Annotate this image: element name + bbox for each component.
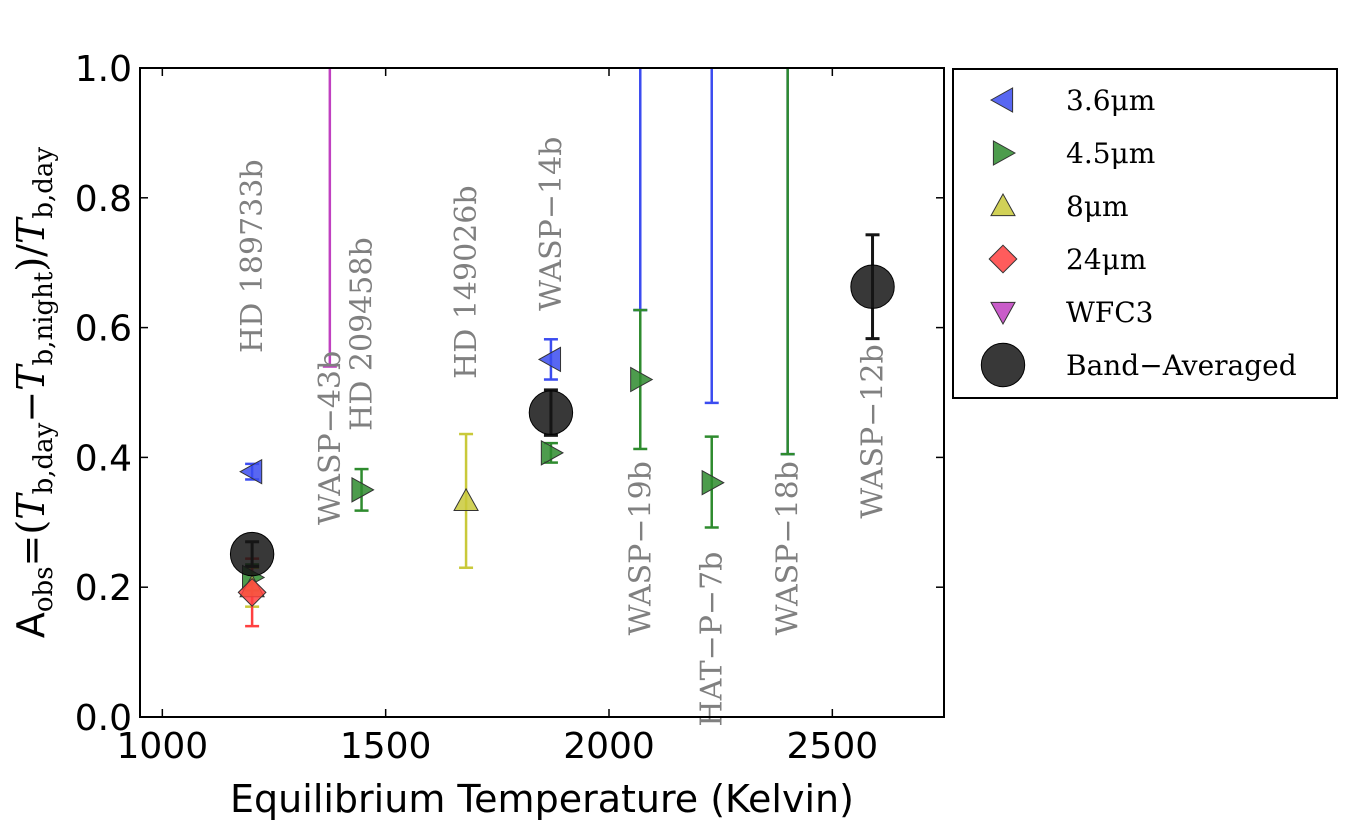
planet-label: WASP−19b	[623, 461, 658, 635]
data-point	[778, 43, 800, 67]
y-tick-label: 0.6	[75, 309, 132, 350]
y-axis-label: Aobs=(Tb,day−Tb,night)/Tb,day	[9, 147, 59, 638]
planet-label: HD 189733b	[235, 159, 270, 352]
data-point	[700, 43, 722, 67]
data-point	[528, 390, 574, 435]
legend-marker	[989, 87, 1014, 113]
data-point	[850, 264, 895, 309]
planet-label: WASP−43b	[313, 351, 348, 525]
legend-marker	[988, 244, 1018, 274]
data-point	[453, 487, 479, 511]
legend-marker	[980, 342, 1026, 388]
x-axis-label: Equilibrium Temperature (Kelvin)	[230, 777, 854, 821]
axis-ticks: 1000 1500 2000 2500 0.0 0.2 0.4 0.6 0.8 1.0	[75, 49, 944, 767]
ylabel-t1: T	[9, 492, 53, 520]
legend: 3.6μm 4.5μm 8μm 24μm WFC3 Band−Averaged	[952, 68, 1338, 399]
legend-label: Band−Averaged	[1066, 349, 1297, 382]
y-tick-label: 0.0	[75, 698, 132, 739]
legend-label: WFC3	[1066, 296, 1153, 329]
planet-label: WASP−12b	[856, 344, 891, 518]
legend-label: 8μm	[1066, 190, 1129, 223]
ylabel-prefix: A	[9, 612, 53, 638]
marker-layer	[229, 43, 895, 607]
y-tick-label: 0.2	[75, 568, 132, 609]
legend-label: 4.5μm	[1066, 137, 1155, 170]
data-point	[776, 43, 798, 67]
ylabel-minus: −	[9, 391, 53, 423]
planet-label: HAT−P−7b	[695, 552, 730, 727]
ylabel-t3: T	[9, 216, 53, 244]
data-point	[630, 366, 654, 393]
legend-marker	[990, 192, 1016, 217]
data-point	[351, 477, 375, 503]
y-tick-label: 0.4	[75, 438, 132, 479]
data-point	[701, 469, 725, 496]
data-point	[239, 458, 263, 485]
data-point	[329, 68, 330, 69]
data-point	[628, 43, 650, 67]
ylabel-prefix-sub: obs	[29, 566, 59, 612]
planet-label: HD 209458b	[345, 237, 380, 430]
ylabel-t1-sub: b,day	[29, 422, 59, 494]
legend-label: 3.6μm	[1066, 84, 1155, 117]
planet-label: WASP−18b	[771, 461, 806, 635]
data-point	[540, 440, 564, 466]
ylabel-t2-sub: b,night	[29, 271, 59, 365]
svg-text:Aobs=(Tb,day−Tb,night)/Tb,day: Aobs=(Tb,day−Tb,night)/Tb,day	[9, 147, 59, 638]
ylabel-t3-sub: b,day	[29, 147, 59, 219]
plot-area-frame	[139, 67, 945, 718]
ylabel-eq: =(	[9, 520, 53, 567]
x-tick-label: 1000	[117, 726, 209, 767]
ylabel-t2: T	[9, 363, 53, 391]
x-tick-label: 2500	[787, 726, 879, 767]
x-tick-label: 1500	[340, 726, 432, 767]
legend-marker	[990, 301, 1016, 326]
ylabel-close: )/	[9, 244, 53, 272]
planet-label: WASP−14b	[534, 137, 569, 311]
y-tick-label: 1.0	[75, 49, 132, 90]
legend-box	[952, 68, 1338, 399]
legend-marker	[992, 140, 1017, 166]
data-point	[537, 346, 562, 373]
data-point	[237, 577, 267, 607]
planet-label: HD 149026b	[449, 185, 484, 378]
legend-label: 24μm	[1066, 243, 1146, 276]
y-tick-label: 0.8	[75, 179, 132, 220]
x-tick-label: 2000	[563, 726, 655, 767]
data-point	[229, 531, 275, 577]
